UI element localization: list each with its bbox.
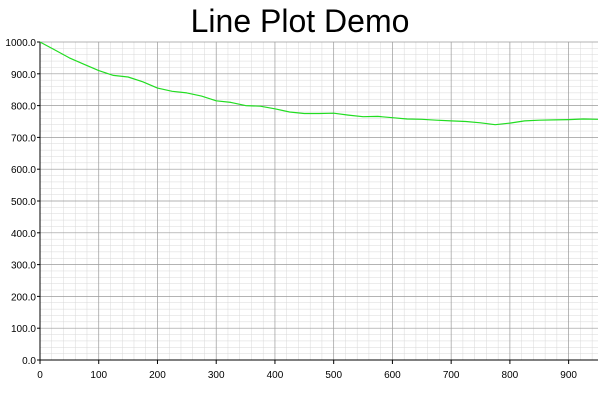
x-tick-label: 700 [443,370,460,381]
x-tick-label: 400 [267,370,284,381]
y-tick-label: 300.0 [11,261,36,272]
y-tick-label: 400.0 [11,229,36,240]
x-tick-label: 100 [90,370,107,381]
x-tick-label: 800 [502,370,519,381]
major-grid [39,41,598,361]
x-tick-label: 200 [149,370,166,381]
y-tick-label: 100.0 [11,324,36,335]
series-layer [39,41,599,126]
series-line [39,41,599,126]
x-tick-label: 300 [208,370,225,381]
x-tick-label: 500 [325,370,342,381]
y-tick-label: 500.0 [11,197,36,208]
y-tick-label: 0.0 [22,356,36,367]
y-tick-label: 900.0 [11,70,36,81]
x-tick-label: 900 [560,370,577,381]
axes [37,41,598,364]
y-tick-label: 200.0 [11,292,36,303]
tick-labels: 0 100 200 300 400 500 600 700 800 900 0.0 100.0 200.… [5,38,577,381]
y-tick-label: 1000.0 [5,38,36,49]
y-tick-label: 700.0 [11,133,36,144]
x-tick-label: 0 [37,370,43,381]
chart-title: Line Plot Demo [190,3,410,39]
x-tick-label: 600 [384,370,401,381]
y-tick-label: 600.0 [11,165,36,176]
y-tick-label: 800.0 [11,102,36,113]
